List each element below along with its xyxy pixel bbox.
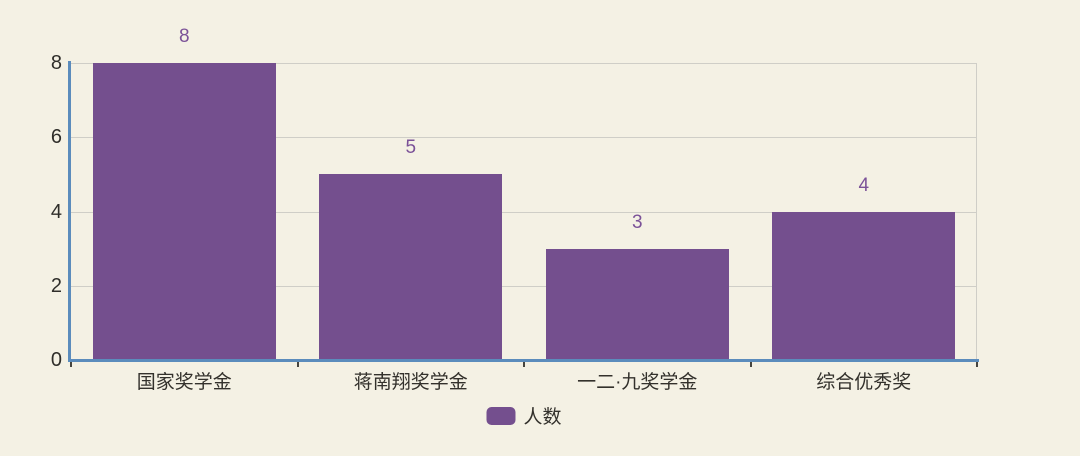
x-axis-tick-mark	[523, 362, 525, 367]
bar	[545, 248, 729, 360]
y-axis-tick-label: 8	[50, 52, 62, 74]
bar-value-label: 5	[405, 137, 417, 159]
x-axis-category-label: 蒋南翔奖学金	[353, 372, 468, 393]
x-axis-category-label: 一二·九奖学金	[577, 372, 698, 393]
bar	[772, 211, 956, 360]
gridline	[71, 211, 977, 213]
x-axis-tick-mark	[296, 362, 299, 367]
legend: 人数	[486, 402, 562, 429]
y-axis-tick-label: 2	[50, 274, 62, 297]
gridline	[71, 137, 977, 139]
bar-value-label: 3	[631, 211, 643, 233]
bar-value-label: 4	[858, 174, 870, 196]
x-axis-line	[68, 359, 979, 362]
bar	[319, 174, 503, 360]
y-axis-tick-label: 6	[50, 126, 62, 149]
plot-area: 8 5 3 4	[71, 26, 977, 360]
y-axis-tick-label: 0	[50, 349, 62, 371]
plot-right-border	[976, 63, 977, 360]
x-axis-category-label: 综合优秀奖	[816, 372, 912, 393]
legend-swatch-icon	[486, 406, 516, 425]
x-axis-tick-mark	[70, 362, 72, 367]
x-axis-category-label: 国家奖学金	[136, 372, 232, 393]
x-axis-tick-mark	[749, 362, 752, 367]
legend-label: 人数	[523, 407, 562, 428]
y-axis-line	[68, 61, 71, 362]
y-axis-tick-label: 4	[50, 200, 62, 223]
bar-value-label: 8	[178, 26, 190, 47]
x-axis-tick-mark	[976, 362, 978, 367]
bar	[92, 63, 276, 360]
gridline	[71, 63, 977, 64]
gridline	[71, 285, 977, 287]
